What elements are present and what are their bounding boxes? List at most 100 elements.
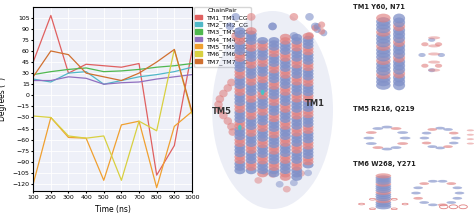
Ellipse shape: [435, 64, 442, 68]
Ellipse shape: [311, 22, 319, 30]
Ellipse shape: [292, 116, 302, 123]
TM5_TM5_CG: [30, 183, 36, 185]
Ellipse shape: [257, 53, 268, 60]
TM1_TM1_CG: [30, 61, 36, 63]
Ellipse shape: [435, 42, 442, 46]
Ellipse shape: [393, 17, 405, 27]
Ellipse shape: [376, 46, 391, 54]
Ellipse shape: [393, 73, 405, 82]
Ellipse shape: [227, 123, 236, 130]
Ellipse shape: [428, 44, 440, 47]
Ellipse shape: [419, 53, 426, 57]
TM4_TM4_CG: [118, 81, 124, 84]
Ellipse shape: [269, 53, 279, 60]
Ellipse shape: [303, 92, 313, 99]
Ellipse shape: [280, 132, 291, 140]
Ellipse shape: [422, 142, 431, 144]
Ellipse shape: [269, 121, 279, 129]
Ellipse shape: [292, 109, 302, 116]
Legend: TM1_TM1_CG, TM2_TM2_CG, TM3_TM3_CG, TM4_TM4_CG, TM5_TM5_CG, TM6_TM6_CG, TM7_TM7_: TM1_TM1_CG, TM2_TM2_CG, TM3_TM3_CG, TM4_…: [193, 7, 251, 66]
Ellipse shape: [393, 33, 405, 43]
TM5_TM5_CG: [154, 186, 160, 189]
Ellipse shape: [257, 99, 268, 106]
Ellipse shape: [376, 31, 391, 40]
Ellipse shape: [397, 131, 408, 134]
Ellipse shape: [467, 129, 474, 131]
Ellipse shape: [393, 49, 405, 59]
Ellipse shape: [428, 69, 440, 72]
TM5_TM5_CG: [65, 136, 71, 139]
TM3_TM3_CG: [154, 66, 160, 69]
Ellipse shape: [280, 47, 291, 55]
Ellipse shape: [235, 157, 245, 164]
Ellipse shape: [393, 25, 405, 35]
Ellipse shape: [269, 66, 279, 73]
Ellipse shape: [246, 41, 256, 48]
Ellipse shape: [393, 45, 405, 55]
Ellipse shape: [292, 34, 302, 41]
TM3_TM3_CG: [65, 68, 71, 71]
Ellipse shape: [376, 63, 391, 72]
Ellipse shape: [235, 153, 245, 161]
Ellipse shape: [255, 177, 262, 184]
Ellipse shape: [376, 56, 391, 65]
Ellipse shape: [375, 196, 391, 201]
TM3_TM3_CG: [136, 68, 142, 71]
Ellipse shape: [375, 175, 391, 180]
Ellipse shape: [280, 102, 291, 109]
Ellipse shape: [235, 54, 245, 62]
Ellipse shape: [292, 85, 302, 92]
Ellipse shape: [373, 146, 383, 149]
Ellipse shape: [246, 95, 256, 103]
Ellipse shape: [303, 133, 313, 140]
Ellipse shape: [280, 92, 291, 99]
Ellipse shape: [235, 88, 245, 96]
Line: TM6_TM6_CG: TM6_TM6_CG: [33, 50, 192, 180]
Ellipse shape: [428, 145, 437, 148]
Ellipse shape: [280, 129, 291, 137]
TM5_TM5_CG: [189, 110, 195, 113]
Ellipse shape: [292, 139, 302, 147]
Ellipse shape: [235, 99, 245, 106]
Ellipse shape: [280, 153, 291, 160]
Ellipse shape: [269, 57, 279, 64]
Text: TM5 R216, Q219: TM5 R216, Q219: [353, 106, 415, 112]
Ellipse shape: [391, 146, 401, 149]
Ellipse shape: [214, 101, 223, 108]
Ellipse shape: [269, 47, 279, 54]
Ellipse shape: [375, 188, 391, 193]
Ellipse shape: [292, 40, 302, 48]
Ellipse shape: [280, 71, 291, 79]
Ellipse shape: [257, 147, 268, 155]
Ellipse shape: [246, 146, 256, 154]
TM7_TM7_CG: [189, 110, 195, 113]
Ellipse shape: [257, 60, 268, 67]
Line: TM7_TM7_CG: TM7_TM7_CG: [33, 50, 192, 112]
Ellipse shape: [428, 52, 440, 55]
Ellipse shape: [246, 163, 256, 171]
TM6_TM6_CG: [83, 137, 89, 139]
Ellipse shape: [246, 65, 256, 72]
Ellipse shape: [231, 32, 240, 40]
Ellipse shape: [467, 138, 474, 140]
Ellipse shape: [269, 73, 279, 80]
Ellipse shape: [303, 130, 313, 137]
Ellipse shape: [393, 53, 405, 63]
Ellipse shape: [269, 118, 279, 125]
Ellipse shape: [235, 102, 245, 110]
Ellipse shape: [280, 146, 291, 154]
Ellipse shape: [280, 163, 291, 171]
TM7_TM7_CG: [154, 61, 160, 63]
Ellipse shape: [269, 141, 279, 148]
Ellipse shape: [246, 167, 256, 174]
Ellipse shape: [438, 180, 447, 183]
Ellipse shape: [292, 170, 302, 178]
Ellipse shape: [246, 61, 256, 69]
TM1_TM1_CG: [189, 50, 195, 52]
TM4_TM4_CG: [136, 81, 142, 83]
Ellipse shape: [292, 95, 302, 103]
Ellipse shape: [247, 32, 255, 40]
Ellipse shape: [257, 57, 268, 64]
Ellipse shape: [428, 68, 435, 72]
Ellipse shape: [443, 145, 453, 148]
